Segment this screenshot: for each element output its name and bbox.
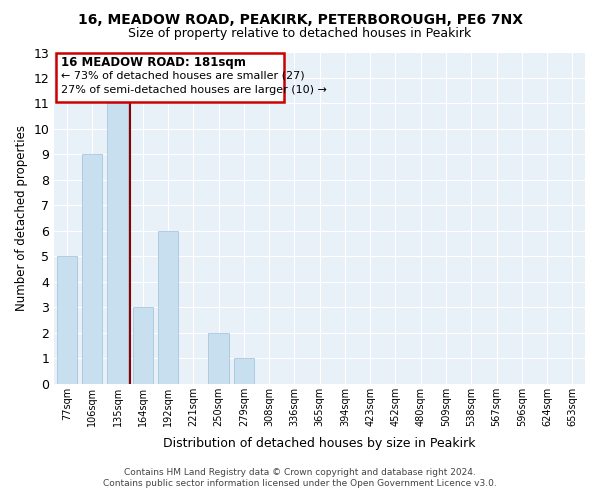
Text: 27% of semi-detached houses are larger (10) →: 27% of semi-detached houses are larger (…: [61, 85, 326, 95]
X-axis label: Distribution of detached houses by size in Peakirk: Distribution of detached houses by size …: [163, 437, 476, 450]
Bar: [56, 52, 284, 102]
Bar: [158, 231, 178, 384]
Bar: [107, 104, 128, 384]
Text: 16, MEADOW ROAD, PEAKIRK, PETERBOROUGH, PE6 7NX: 16, MEADOW ROAD, PEAKIRK, PETERBOROUGH, …: [77, 12, 523, 26]
Bar: [57, 256, 77, 384]
Bar: [234, 358, 254, 384]
Text: Size of property relative to detached houses in Peakirk: Size of property relative to detached ho…: [128, 28, 472, 40]
Text: 16 MEADOW ROAD: 181sqm: 16 MEADOW ROAD: 181sqm: [61, 56, 245, 70]
Text: Contains HM Land Registry data © Crown copyright and database right 2024.
Contai: Contains HM Land Registry data © Crown c…: [103, 468, 497, 487]
Bar: [208, 333, 229, 384]
Bar: [82, 154, 103, 384]
Y-axis label: Number of detached properties: Number of detached properties: [15, 125, 28, 311]
Bar: [133, 308, 153, 384]
Text: ← 73% of detached houses are smaller (27): ← 73% of detached houses are smaller (27…: [61, 71, 304, 81]
